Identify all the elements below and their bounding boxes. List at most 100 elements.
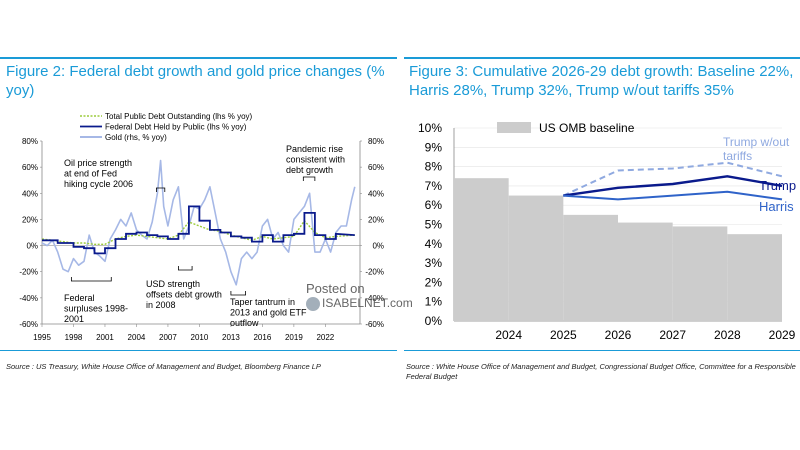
fig2-annotation-line: Taper tantrum in: [230, 297, 295, 307]
fig2-y-left-tick: -40%: [19, 294, 38, 303]
fig3-y-tick: 10%: [418, 121, 442, 135]
fig2-y-left-tick: 20%: [22, 215, 38, 224]
fig3-bar-2028: [672, 226, 728, 321]
fig2-y-left-tick: 80%: [22, 137, 38, 146]
fig3-legend-swatch: [497, 122, 531, 133]
fig2-x-tick: 2004: [128, 333, 146, 342]
fig2-series-total-debt: [41, 219, 355, 246]
fig2-y-left-tick: 60%: [22, 163, 38, 172]
fig3-top-rule: [404, 57, 800, 59]
fig3-y-tick: 8%: [425, 160, 443, 174]
fig2-annotation-bracket: [155, 187, 166, 192]
watermark: Posted on ISABELNET.com: [306, 281, 413, 318]
fig2-annotation-line: at end of Fed: [64, 169, 117, 179]
fig2-y-right-tick: 40%: [368, 189, 384, 198]
fig2-y-right-tick: -60%: [365, 320, 384, 329]
fig3-series-harris: [563, 190, 783, 201]
fig3-y-tick: 3%: [425, 256, 443, 270]
fig3-y-tick: 6%: [425, 198, 443, 212]
fig2-annotation-bracket: [70, 277, 112, 282]
fig3-series-trump: [563, 175, 783, 197]
fig2-annotation-line: debt growth: [286, 165, 333, 175]
fig3-label-trump: Trump: [759, 178, 796, 193]
fig2-series-debt-public: [42, 205, 355, 255]
fig2-y-left-tick: 40%: [22, 189, 38, 198]
fig2-x-tick: 2019: [285, 333, 303, 342]
fig2-annotation-4: USD strength offsets debt growth in 2008: [146, 279, 222, 310]
fig2-annotation-2: Pandemic rise consistent with debt growth: [286, 144, 345, 175]
fig2-y-left-tick: 0%: [26, 242, 38, 251]
fig2-annotation-line: hiking cycle 2006: [64, 179, 133, 189]
fig2-y-right-tick: 80%: [368, 137, 384, 146]
fig2-annotation-line: USD strength: [146, 279, 200, 289]
fig2-annotation-bracket: [302, 176, 316, 181]
fig2-x-tick: 2022: [316, 333, 334, 342]
fig3-y-tick: 0%: [425, 314, 443, 328]
fig3-x-tick: 2026: [605, 328, 632, 342]
fig2-annotation-line: Federal: [64, 293, 95, 303]
fig3-y-tick: 1%: [425, 295, 443, 309]
fig3-label-harris: Harris: [759, 199, 794, 214]
fig2-annotation-line: in 2008: [146, 300, 176, 310]
fig2-annotation-line: offsets debt growth: [146, 290, 222, 300]
fig2-annotation-5: Taper tantrum in 2013 and gold ETF outflow: [230, 297, 307, 328]
fig3-x-tick: 2024: [495, 328, 522, 342]
fig2-y-right-tick: 0%: [372, 242, 384, 251]
fig2-annotation-line: consistent with: [286, 155, 345, 165]
fig3-x-tick: 2029: [769, 328, 796, 342]
fig2-bottom-rule: [0, 350, 397, 351]
fig3-label-trump-wo-tariffs: Trump w/out tariffs: [723, 135, 790, 163]
fig2-x-tick: 2016: [253, 333, 271, 342]
fig3-bar-2026: [563, 214, 618, 321]
fig2-x-tick: 1995: [33, 333, 51, 342]
fig3-x-tick: 2025: [550, 328, 577, 342]
fig3-bar-2024: [454, 178, 509, 321]
fig2-y-right-tick: -40%: [365, 294, 384, 303]
watermark-line2: ISABELNET.com: [322, 296, 413, 310]
fig2-annotation-line: 2013 and gold ETF: [230, 308, 307, 318]
fig2-y-right-tick: 60%: [368, 163, 384, 172]
fig3-title: Figure 3: Cumulative 2026-29 debt growth…: [409, 63, 794, 99]
fig2-annotation-line: 2001: [64, 314, 84, 324]
fig2-x-tick: 2010: [191, 333, 209, 342]
fig3-bar-2027: [618, 222, 673, 321]
fig2-source: Source : US Treasury, White House Office…: [6, 362, 321, 371]
fig2-legend-label: Federal Debt Held by Public (lhs % yoy): [105, 123, 247, 132]
fig3-y-tick: 4%: [425, 237, 443, 251]
fig3-x-tick: 2028: [714, 328, 741, 342]
fig3-x-tick: 2027: [659, 328, 686, 342]
watermark-line1: Posted on: [306, 281, 365, 296]
fig3-y-tick: 5%: [425, 218, 443, 232]
fig2-title: Figure 2: Federal debt growth and gold p…: [6, 63, 385, 99]
fig2-annotation-line: surpluses 1998-: [64, 304, 128, 314]
fig2-x-tick: 1998: [65, 333, 83, 342]
fig2-annotation-3: Federal surpluses 1998-2001: [64, 293, 128, 324]
fig2-legend-label: Total Public Debt Outstanding (lhs % yoy…: [105, 112, 253, 121]
fig2-y-left-tick: -20%: [19, 268, 38, 277]
fig3-y-tick: 2%: [425, 275, 443, 289]
fig2-annotation-line: outflow: [230, 318, 259, 328]
fig2-legend-label: Gold (rhs, % yoy): [105, 133, 167, 142]
globe-icon: [306, 297, 320, 311]
fig2-annotation-1: Oil price strength at end of Fed hiking cy…: [64, 158, 133, 189]
fig3-legend-label: US OMB baseline: [539, 121, 635, 135]
fig3-label-line: tariffs: [723, 149, 752, 163]
fig2-annotation-bracket: [230, 291, 247, 296]
fig2-top-rule: [0, 57, 397, 59]
fig2-x-tick: 2001: [96, 333, 114, 342]
fig3-label-line: Trump w/out: [723, 135, 790, 149]
fig3-series-trump-w-out-tariffs: [562, 161, 783, 197]
fig2-annotation-line: Oil price strength: [64, 158, 132, 168]
fig3-bar-2029: [727, 234, 782, 321]
fig3-y-tick: 7%: [425, 179, 443, 193]
fig3-bar-2025: [508, 195, 564, 321]
fig2-annotation-bracket: [178, 266, 193, 271]
fig3-plot: 10% 9% 8% 7% 6% 5% 4% 3% 2% 1% 0% 2024 2025 2026 2027 2…: [418, 121, 796, 342]
fig2-y-right-tick: 20%: [368, 215, 384, 224]
fig2-annotation-line: Pandemic rise: [286, 144, 343, 154]
fig2-y-right-tick: -20%: [365, 268, 384, 277]
fig2-x-tick: 2013: [222, 333, 240, 342]
fig3-bottom-rule: [404, 350, 800, 351]
fig2-plot: 80% 60% 40% 20% 0% -20% -40% -60% 80% 60% 40% 20% 0%…: [19, 112, 384, 342]
